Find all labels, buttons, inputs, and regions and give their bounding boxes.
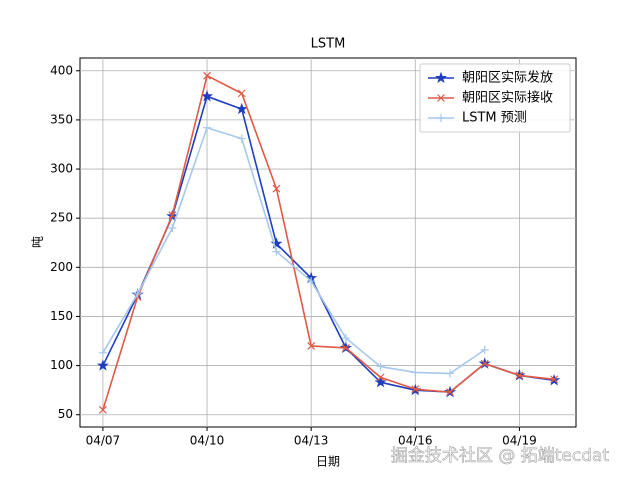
marker	[480, 359, 489, 368]
marker	[376, 362, 385, 371]
marker	[376, 373, 385, 382]
chart-title: LSTM	[311, 37, 346, 52]
marker	[341, 334, 350, 343]
y-tick-label: 100	[50, 358, 73, 372]
legend-marker	[437, 94, 445, 102]
x-axis-label: 日期	[316, 455, 340, 469]
marker	[480, 345, 489, 354]
x-tick-label: 04/19	[502, 434, 537, 448]
marker	[411, 385, 420, 394]
legend-label: 朝阳区实际接收	[462, 90, 553, 106]
marker	[237, 134, 246, 143]
marker	[307, 342, 316, 350]
marker	[98, 348, 107, 357]
x-tick-label: 04/13	[294, 434, 329, 448]
y-tick-label: 300	[50, 162, 73, 176]
x-tick-label: 04/07	[86, 434, 121, 448]
series-line	[102, 126, 486, 375]
y-tick-label: 250	[50, 211, 73, 225]
y-tick-label: 400	[50, 63, 73, 77]
marker	[515, 371, 524, 380]
y-tick-label: 200	[50, 260, 73, 274]
marker	[133, 289, 142, 298]
marker	[341, 343, 350, 352]
marker	[98, 405, 107, 414]
marker	[237, 89, 246, 98]
marker	[203, 71, 211, 80]
marker	[272, 247, 281, 256]
legend-label: LSTM 预测	[462, 111, 527, 126]
y-axis-label: 吨	[31, 236, 45, 248]
legend-box	[419, 63, 571, 133]
watermark: 掘金技术社区 @ 拓端tecdat	[391, 446, 609, 466]
x-tick-label: 04/16	[398, 434, 433, 448]
marker	[550, 375, 559, 384]
y-tick-label: 50	[58, 407, 73, 421]
marker	[168, 224, 177, 233]
marker	[96, 359, 109, 371]
legend-marker	[435, 71, 447, 84]
marker	[307, 277, 316, 286]
legend-marker	[437, 114, 445, 122]
y-tick-label: 150	[50, 309, 73, 323]
marker	[168, 211, 177, 220]
x-tick-label: 04/10	[190, 434, 225, 448]
marker	[272, 184, 281, 193]
series-line	[102, 74, 555, 411]
marker	[201, 89, 214, 102]
legend-label: 朝阳区实际发放	[462, 70, 553, 86]
marker	[446, 388, 454, 397]
y-tick-label: 350	[50, 112, 73, 126]
marker	[235, 102, 248, 115]
marker	[203, 123, 212, 132]
marker	[446, 369, 455, 378]
marker	[411, 368, 420, 377]
